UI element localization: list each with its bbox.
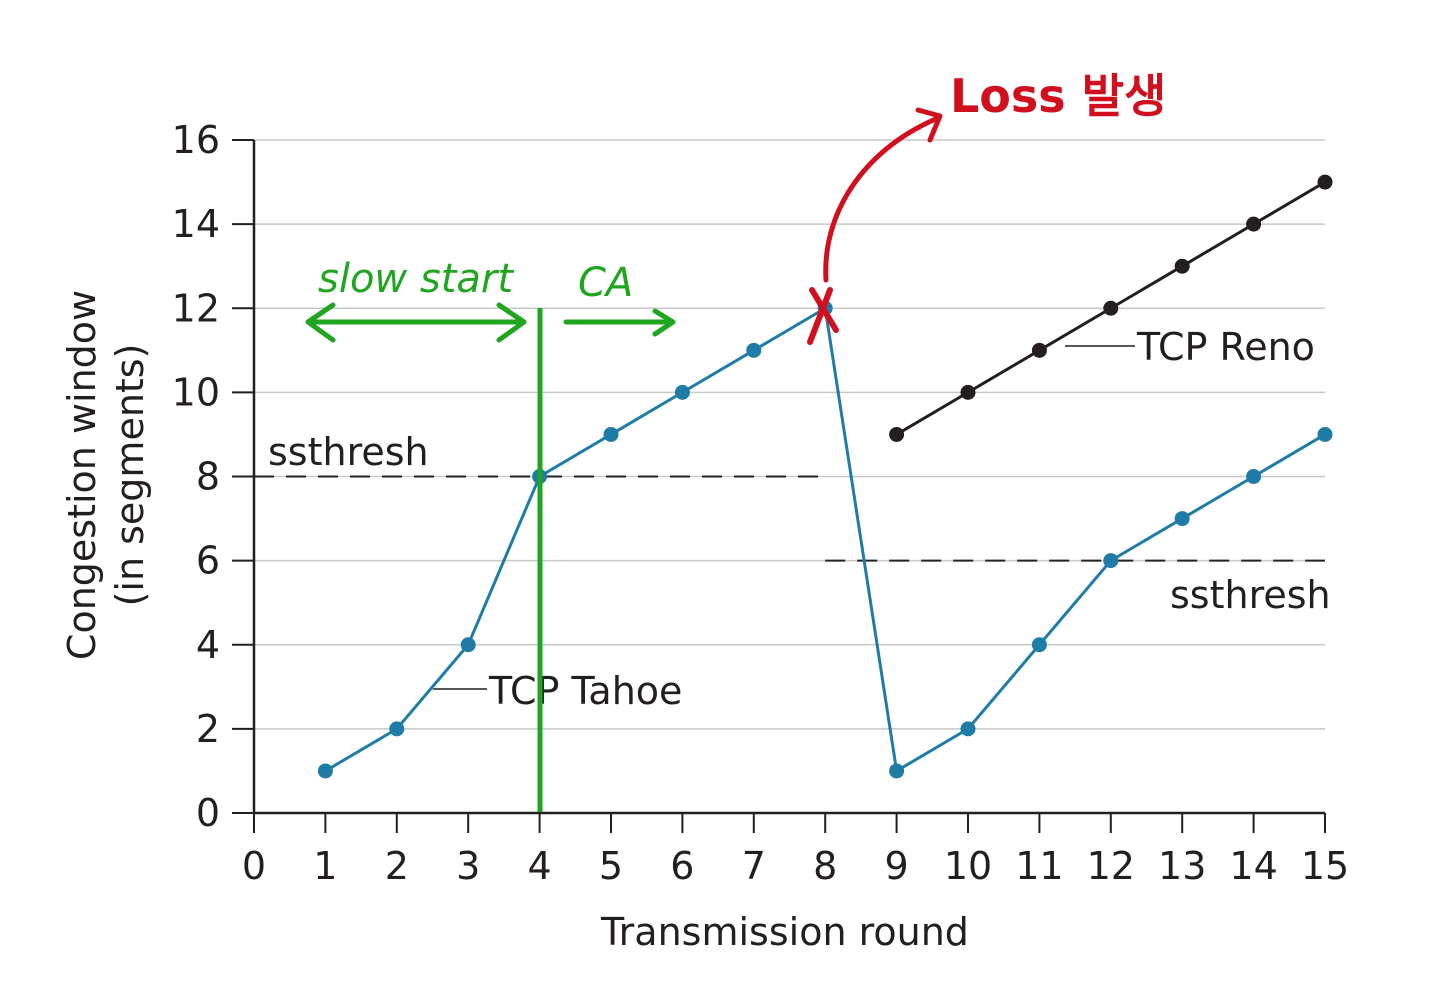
ssthresh-lines (254, 475, 1325, 562)
x-tick-label-15: 15 (1301, 844, 1349, 888)
tcp-tahoe-point-12 (1103, 553, 1119, 569)
tcp-reno-point-12 (1103, 300, 1119, 316)
ssthresh-label-2: ssthresh (1170, 573, 1331, 617)
y-tick-label-14: 14 (172, 202, 220, 246)
tcp-reno-point-11 (1031, 342, 1047, 358)
x-tick-label-11: 11 (1015, 844, 1063, 888)
tcp-tahoe-line (324, 305, 1326, 774)
ssthresh-label-1: ssthresh (268, 430, 429, 474)
x-tick-label-6: 6 (670, 844, 694, 888)
ca-arrow-head (652, 308, 676, 337)
slow-start-arrow-head-left (305, 302, 336, 343)
reno-label: TCP Reno (1136, 325, 1315, 369)
x-tick-label-0: 0 (242, 844, 266, 888)
tcp-tahoe-point-10 (960, 721, 976, 737)
y-tick-label-8: 8 (196, 455, 220, 499)
tcp-tahoe-point-1 (317, 763, 333, 779)
x-axis-title: Transmission round (600, 910, 969, 954)
tcp-tahoe-point-13 (1174, 511, 1190, 527)
y-tick-label-10: 10 (172, 370, 220, 414)
loss-annotation: Loss 발생 (807, 69, 1166, 345)
ca-label: CA (578, 260, 633, 306)
x-tick-label-9: 9 (885, 844, 909, 888)
tcp-reno-point-15 (1317, 174, 1333, 190)
y-tick-label-12: 12 (172, 286, 220, 330)
tcp-tahoe-point-3 (460, 637, 476, 653)
tcp-tahoe-point-7 (746, 342, 762, 358)
slow-start-label: slow start (318, 256, 514, 302)
tcp-tahoe-point-14 (1246, 469, 1262, 484)
tcp-tahoe-point-5 (603, 426, 619, 442)
y-axis-title: Congestion window (in segments) (60, 290, 152, 660)
loss-cross-stroke-2 (807, 287, 833, 345)
x-tick-label-5: 5 (599, 844, 623, 888)
tahoe-label: TCP Tahoe (488, 669, 682, 713)
x-tick-label-7: 7 (742, 844, 766, 888)
x-tick-label-1: 1 (313, 844, 337, 888)
y-tick-label-6: 6 (196, 539, 220, 583)
loss-label: Loss 발생 (950, 69, 1166, 123)
tcp-tahoe-point-6 (674, 384, 690, 400)
x-tick-label-4: 4 (528, 844, 552, 888)
y-tick-label-0: 0 (196, 791, 220, 835)
x-tick-label-8: 8 (813, 844, 837, 888)
tcp-tahoe-point-15 (1317, 426, 1333, 442)
tcp-reno-point-13 (1174, 258, 1190, 274)
tcp-reno-point-14 (1246, 216, 1262, 232)
y-tick-label-2: 2 (196, 707, 220, 751)
y-tick-label-4: 4 (196, 623, 220, 667)
tcp-tahoe-point-11 (1031, 637, 1047, 653)
tcp-tahoe-point-2 (389, 721, 405, 737)
y-axis-title-line-1: Congestion window (60, 290, 104, 660)
x-tick-label-14: 14 (1229, 844, 1277, 888)
y-axis-title-line-2: (in segments) (108, 344, 152, 607)
x-tick-label-3: 3 (456, 844, 480, 888)
slow-start-arrow-head-right (496, 302, 527, 343)
tcp-reno-point-9 (889, 426, 905, 442)
x-tick-label-2: 2 (385, 844, 409, 888)
x-tick-label-13: 13 (1158, 844, 1206, 888)
slow-start-annotation: slow start (305, 256, 527, 343)
loss-arrow-head (915, 107, 943, 143)
x-tick-label-10: 10 (944, 844, 992, 888)
ca-annotation: CA (563, 260, 676, 337)
y-tick-label-16: 16 (172, 118, 220, 162)
tcp-tahoe-point-9 (889, 763, 905, 779)
tcp-reno-point-10 (960, 384, 976, 400)
x-tick-label-12: 12 (1087, 844, 1135, 888)
loss-curved-arrow (823, 115, 941, 283)
